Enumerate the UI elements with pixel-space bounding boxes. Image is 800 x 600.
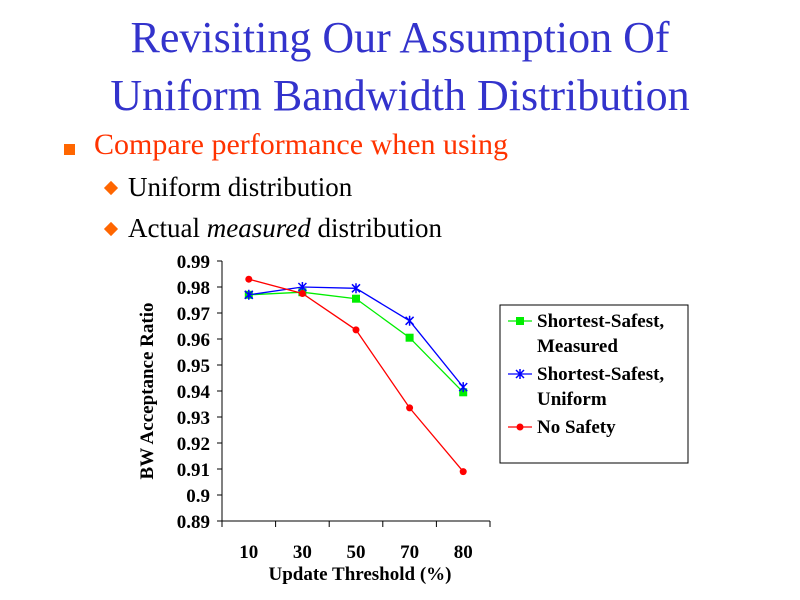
x-tick-label: 10 [239,542,258,563]
x-tick-label: 70 [400,542,419,563]
x-tick-label: 80 [454,542,473,563]
data-point [459,388,468,397]
series-line [248,278,464,473]
data-point [245,275,253,283]
sub-bullet-text-end: distribution [310,213,442,243]
y-tick-label: 0.93 [177,408,210,429]
legend-label: Measured [537,336,618,357]
data-point [458,382,468,393]
sub-bullet-measured: Actual measured distribution [103,213,442,244]
y-tick-label: 0.95 [177,356,210,377]
legend-label: Shortest-Safest, [537,364,664,385]
title-line-1: Revisiting Our Assumption Of [130,13,670,62]
legend-box [499,304,689,464]
y-tick-label: 0.89 [177,512,210,533]
y-tick-label: 0.91 [177,460,210,481]
data-point [515,369,525,379]
y-tick-label: 0.9 [186,486,210,507]
data-point [516,317,524,325]
data-point [459,468,467,476]
bullet-text: Compare performance when using [94,128,509,161]
data-point [298,290,306,297]
data-point [516,423,524,431]
legend-label: Shortest-Safest, [537,311,664,332]
y-tick-label: 0.96 [177,330,210,351]
legend-label: Uniform [537,389,607,410]
x-tick-label: 50 [347,542,366,563]
data-point [405,315,415,326]
data-point [351,283,361,294]
y-tick-label: 0.94 [177,382,211,403]
data-point [406,404,414,412]
y-tick-label: 0.99 [177,252,210,273]
data-point [352,326,360,334]
x-axis-label: Update Threshold (%) [269,564,452,585]
sub-bullet-text: Actual [128,213,207,243]
y-axis-label: BW Acceptance Ratio [137,303,158,480]
legend-label: No Safety [537,417,616,438]
data-point [244,289,254,300]
sub-bullet-uniform: Uniform distribution [103,172,353,203]
y-tick-label: 0.92 [177,434,210,455]
data-point [405,333,414,342]
y-tick-label: 0.98 [177,278,210,299]
sub-bullet-text: Uniform distribution [128,172,353,202]
square-bullet-icon [64,144,75,155]
data-point [352,294,360,303]
x-tick-label: 30 [293,542,312,563]
series-line [248,291,464,393]
sub-bullet-emphasis: measured [206,213,311,243]
y-tick-label: 0.97 [177,304,211,325]
title-line-2: Uniform Bandwidth Distribution [110,71,690,120]
